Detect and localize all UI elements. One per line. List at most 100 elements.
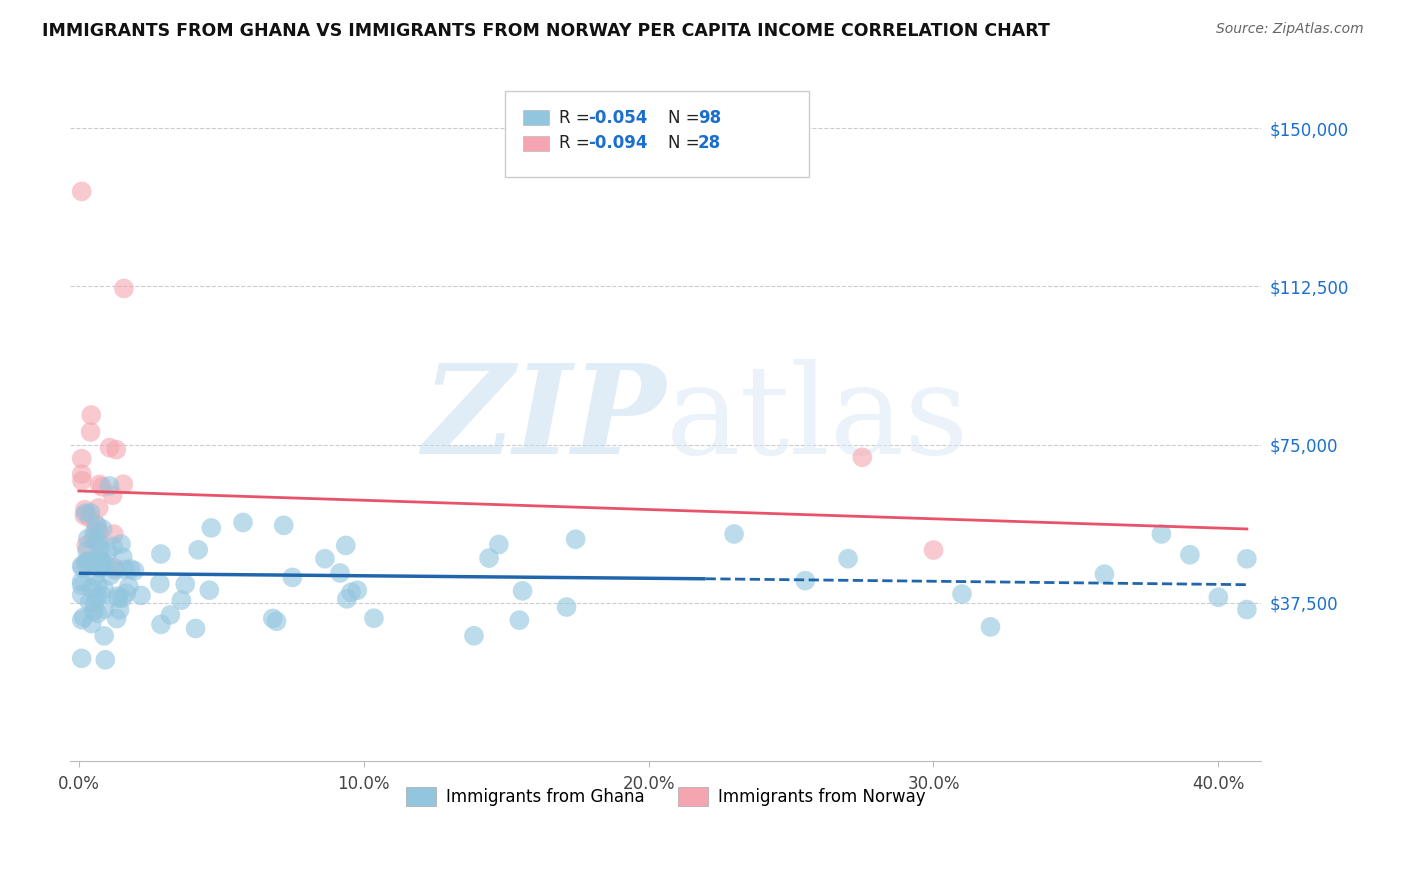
Point — [314, 551, 336, 566]
Point — [80, 408, 103, 422]
Point — [79, 425, 101, 439]
Point — [149, 576, 172, 591]
Point — [86, 518, 108, 533]
Point — [329, 566, 352, 580]
Point — [93, 602, 115, 616]
Point — [73, 610, 96, 624]
Point — [463, 629, 485, 643]
Point — [115, 586, 138, 600]
Point — [103, 539, 125, 553]
Point — [75, 556, 97, 570]
Text: R =: R = — [558, 134, 595, 152]
Point — [83, 597, 105, 611]
Point — [104, 561, 127, 575]
Text: 28: 28 — [697, 134, 721, 152]
Point — [111, 591, 134, 606]
Point — [851, 450, 873, 465]
Point — [103, 527, 125, 541]
Point — [86, 590, 108, 604]
Point — [512, 583, 534, 598]
Point — [1150, 527, 1173, 541]
Point — [76, 554, 98, 568]
Point — [112, 477, 135, 491]
Point — [488, 537, 510, 551]
Point — [82, 531, 104, 545]
Point — [83, 524, 105, 539]
Text: IMMIGRANTS FROM GHANA VS IMMIGRANTS FROM NORWAY PER CAPITA INCOME CORRELATION CH: IMMIGRANTS FROM GHANA VS IMMIGRANTS FROM… — [42, 22, 1050, 40]
Point — [108, 603, 131, 617]
Text: N =: N = — [668, 109, 704, 127]
Point — [91, 522, 114, 536]
Point — [564, 533, 586, 547]
Point — [89, 561, 111, 575]
Point — [555, 600, 578, 615]
Point — [70, 467, 93, 482]
Point — [80, 616, 103, 631]
Point — [73, 508, 96, 523]
Text: -0.094: -0.094 — [588, 134, 648, 152]
Point — [107, 589, 129, 603]
Point — [478, 551, 501, 566]
Point — [150, 617, 173, 632]
Point — [107, 591, 129, 606]
Point — [80, 582, 103, 596]
Point — [70, 578, 93, 592]
Text: atlas: atlas — [665, 359, 969, 480]
Point — [922, 543, 945, 558]
Point — [198, 583, 221, 598]
Point — [336, 591, 359, 606]
Point — [104, 563, 127, 577]
Point — [262, 611, 284, 625]
Point — [129, 589, 152, 603]
Point — [340, 585, 363, 599]
Text: -0.054: -0.054 — [588, 109, 648, 127]
Point — [174, 577, 197, 591]
Point — [90, 588, 112, 602]
Point — [979, 620, 1001, 634]
FancyBboxPatch shape — [523, 136, 548, 151]
Point — [89, 477, 111, 491]
Point — [94, 653, 117, 667]
Point — [1094, 567, 1116, 582]
Point — [89, 554, 111, 568]
Point — [90, 558, 112, 572]
Point — [70, 474, 93, 488]
Point — [184, 622, 207, 636]
Text: Source: ZipAtlas.com: Source: ZipAtlas.com — [1216, 22, 1364, 37]
Point — [70, 651, 93, 665]
Point — [87, 525, 110, 540]
Text: N =: N = — [668, 134, 704, 152]
Point — [97, 545, 120, 559]
Point — [70, 185, 93, 199]
Point — [335, 538, 357, 552]
Point — [105, 442, 128, 457]
Point — [93, 629, 115, 643]
Point — [159, 607, 181, 622]
Point — [200, 521, 222, 535]
Point — [75, 538, 97, 552]
Point — [101, 488, 124, 502]
Point — [90, 480, 112, 494]
Point — [84, 517, 107, 532]
Text: 98: 98 — [697, 109, 721, 127]
Point — [149, 547, 172, 561]
Point — [950, 587, 973, 601]
Point — [114, 562, 136, 576]
Point — [70, 558, 93, 573]
Point — [363, 611, 385, 625]
Text: ZIP: ZIP — [422, 359, 665, 480]
Point — [98, 479, 121, 493]
Point — [89, 551, 111, 566]
FancyBboxPatch shape — [523, 111, 548, 125]
Point — [91, 555, 114, 569]
Point — [346, 583, 368, 598]
Point — [76, 543, 98, 558]
Point — [273, 518, 295, 533]
Point — [70, 560, 93, 574]
Point — [1178, 548, 1201, 562]
Point — [124, 564, 146, 578]
Point — [70, 613, 93, 627]
Point — [89, 541, 111, 556]
Point — [1208, 591, 1230, 605]
Point — [232, 516, 254, 530]
